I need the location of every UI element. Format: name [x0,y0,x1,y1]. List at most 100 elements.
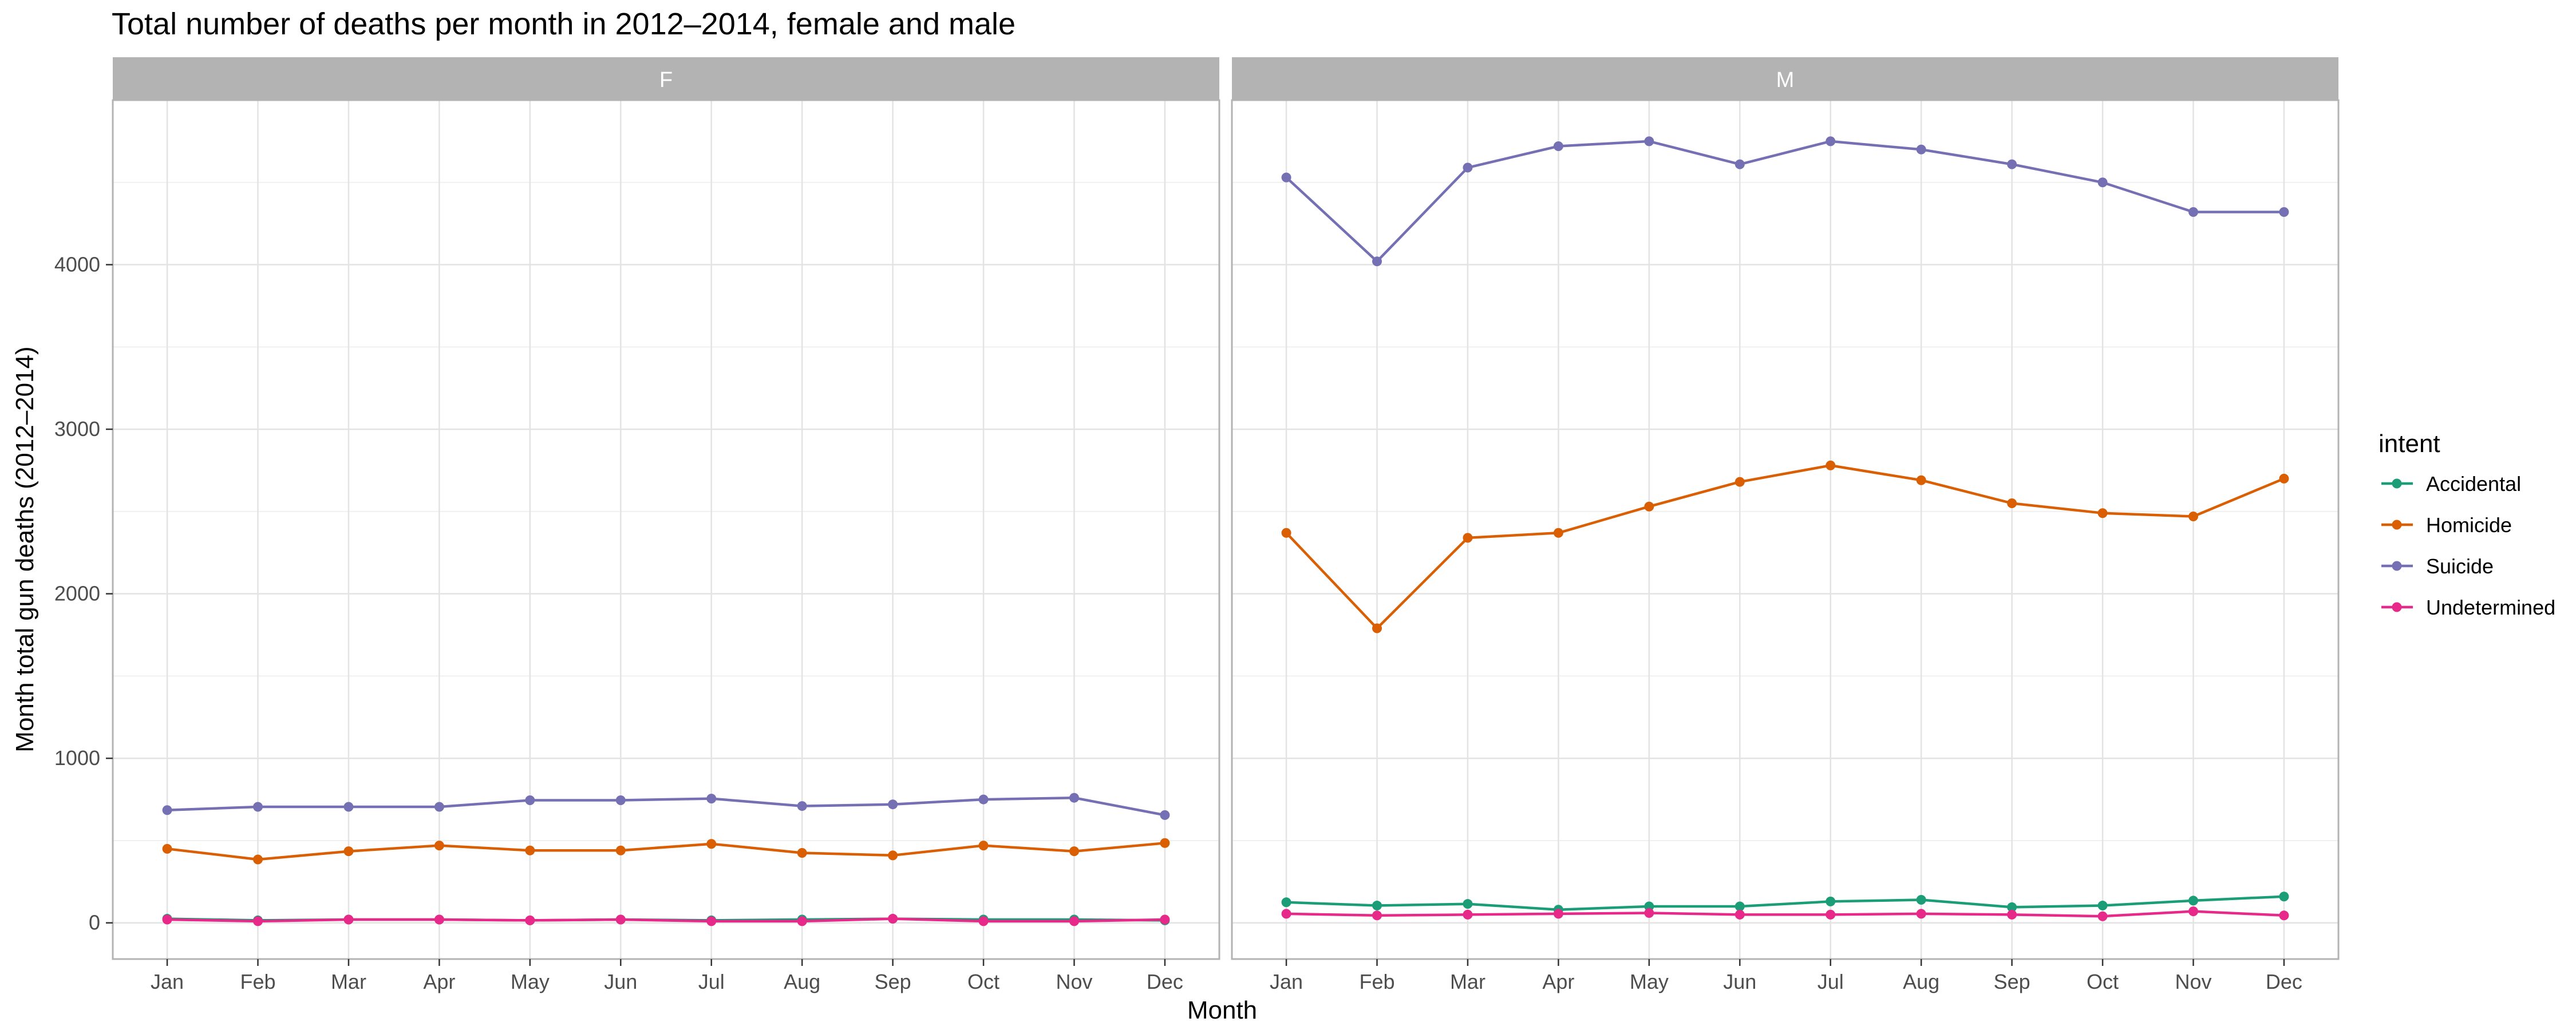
legend-key-point-undetermined [2392,602,2402,612]
data-point-suicide [525,795,535,806]
data-point-suicide [1644,136,1654,146]
x-tick-label: Sep [1994,970,2030,993]
y-tick-label: 4000 [54,253,100,276]
data-point-undetermined [1644,908,1654,918]
x-tick-label: Jul [698,970,725,993]
data-point-suicide [434,802,444,812]
data-point-homicide [434,841,444,851]
data-point-homicide [888,850,898,861]
facet-strip [113,57,1219,100]
data-point-accidental [1372,901,1382,911]
x-tick-label: Nov [1056,970,1092,993]
data-point-undetermined [525,915,535,925]
series-line-homicide [1285,464,2285,630]
x-tick-label: Feb [240,970,275,993]
data-point-homicide [1644,501,1654,512]
data-point-accidental [1735,901,1745,912]
x-tick-label: Jan [151,970,184,993]
data-point-suicide [253,802,263,812]
data-point-suicide [1553,141,1563,152]
y-tick-label: 3000 [54,417,100,441]
data-point-homicide [1553,528,1563,538]
data-point-homicide [1826,460,1836,470]
data-point-undetermined [162,914,172,925]
panel-border [112,99,1220,960]
x-tick-label: May [511,970,550,993]
data-point-homicide [797,848,807,858]
data-point-accidental [1916,894,1926,905]
data-point-undetermined [2097,911,2108,921]
data-point-suicide [2188,207,2198,217]
data-point-homicide [978,841,989,851]
legend-title: intent [2379,430,2440,458]
data-point-homicide [1372,623,1382,633]
data-point-suicide [615,795,626,806]
y-tick-label: 2000 [54,582,100,605]
data-point-suicide [1372,256,1382,267]
legend-label-accidental: Accidental [2426,472,2521,496]
data-point-accidental [2007,902,2017,912]
data-point-suicide [1916,144,1926,154]
data-point-suicide [797,801,807,811]
legend-key-point-homicide [2392,520,2402,530]
data-point-suicide [1463,163,1473,173]
data-point-homicide [1463,533,1473,543]
chart-title: Total number of deaths per month in 2012… [112,7,1016,41]
data-point-suicide [1735,159,1745,169]
data-point-accidental [2279,892,2289,902]
data-point-accidental [1826,896,1836,906]
data-point-suicide [2097,177,2108,188]
series-line-homicide [167,842,1165,861]
data-point-suicide [1826,136,1836,146]
x-tick-label: Dec [1147,970,1183,993]
legend-key-point-suicide [2392,561,2402,571]
data-point-suicide [706,794,717,804]
x-tick-label: Mar [331,970,366,993]
x-tick-label: Sep [875,970,911,993]
data-point-undetermined [1553,909,1563,919]
data-point-accidental [2188,896,2198,906]
data-point-suicide [1281,172,1291,183]
data-point-undetermined [1281,909,1291,919]
data-point-homicide [1069,846,1079,857]
data-point-undetermined [2007,909,2017,920]
data-point-undetermined [253,916,263,926]
x-tick-label: Dec [2266,970,2302,993]
x-axis-title: Month [1187,996,1257,1024]
x-tick-label: Apr [1542,970,1574,993]
data-point-suicide [2279,207,2289,217]
data-point-accidental [2097,901,2108,911]
data-point-undetermined [888,914,898,924]
data-point-undetermined [615,914,626,925]
data-point-undetermined [343,914,354,925]
data-point-undetermined [1916,909,1926,919]
data-point-homicide [525,845,535,855]
data-point-undetermined [434,914,444,925]
x-tick-label: Oct [967,970,999,993]
data-point-undetermined [1372,910,1382,921]
legend: intent Accidental Homicide Suicide Undeterm… [2379,430,2555,619]
x-tick-label: Feb [1359,970,1394,993]
data-point-suicide [1160,810,1170,820]
x-tick-label: Apr [423,970,455,993]
x-tick-label: Oct [2087,970,2119,993]
facet-panels: F Jan Feb Mar Apr May Jun Jul Aug Sep Oct Nov Dec 0 10… [54,57,2340,993]
data-point-suicide [162,805,172,815]
series-line-suicide [1285,140,2284,263]
facet-strip-label: F [659,68,673,92]
data-point-undetermined [797,916,807,926]
data-point-suicide [978,794,989,805]
y-axis-title: Month total gun deaths (2012–2014) [11,346,39,752]
data-point-undetermined [978,916,989,926]
data-point-accidental [1281,897,1291,908]
data-point-homicide [2279,473,2289,484]
x-tick-label: Jul [1818,970,1844,993]
data-point-suicide [2007,159,2017,169]
x-tick-label: Nov [2175,970,2211,993]
x-tick-label: Jun [1723,970,1756,993]
data-point-undetermined [1463,909,1473,920]
y-tick-label: 0 [89,911,100,934]
data-point-undetermined [706,916,717,926]
data-point-accidental [1463,899,1473,909]
data-point-suicide [888,799,898,810]
